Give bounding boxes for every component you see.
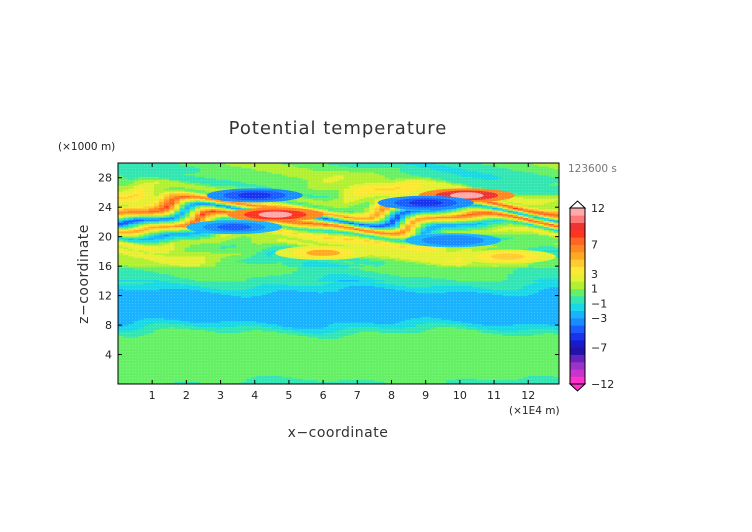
- y-unit-label: (×1000 m): [58, 141, 115, 153]
- time-label: 123600 s: [568, 163, 617, 175]
- plot-area: [118, 163, 559, 384]
- chart-title: Potential temperature: [229, 118, 448, 139]
